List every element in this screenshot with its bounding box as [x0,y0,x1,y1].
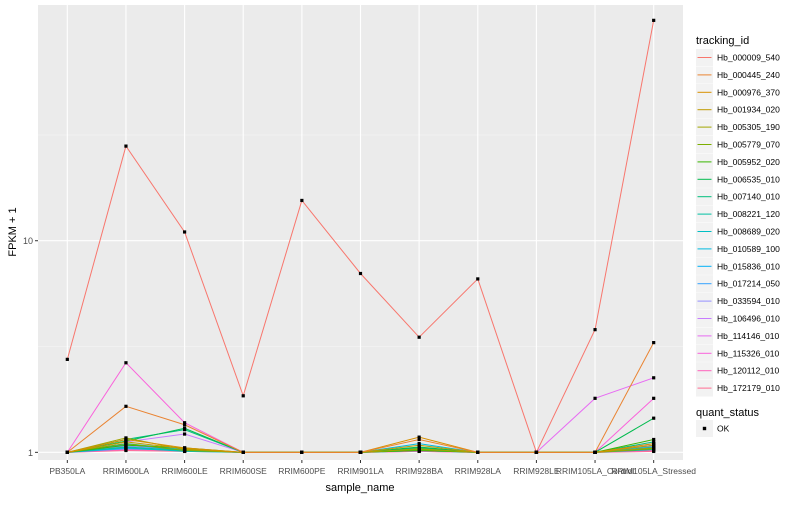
data-point [652,441,656,446]
legend-label: Hb_017214_050 [717,279,780,289]
shape-legend-title: quant_status [696,407,759,419]
legend-label: Hb_007140_010 [717,192,780,202]
data-point [417,435,421,439]
data-point [182,230,187,234]
data-point [593,396,597,400]
legend-label: Hb_033594_010 [717,296,780,306]
data-point [182,432,187,436]
x-tick-label: RRIM105LA_Stressed [611,466,696,476]
legend-label: Hb_006535_010 [717,174,780,184]
data-point [124,361,128,365]
legend-label: Hb_172179_010 [717,383,780,393]
legend-label: Hb_115326_010 [717,348,780,358]
x-tick-label: RRIM928LE [513,466,560,476]
x-tick-label: RRIM600LA [103,466,150,476]
data-point [652,447,656,451]
legend-label: Hb_005952_020 [717,157,780,167]
data-point [124,144,128,148]
data-point [241,450,245,454]
x-tick-label: RRIM600LE [161,466,208,476]
x-axis: PB350LA RRIM600LA RRIM600LE RRIM600SE RRIM60… [49,460,696,476]
legend-label: Hb_005779_070 [717,140,780,150]
legend-label: Hb_008221_120 [717,209,780,219]
data-point [358,271,363,276]
legend-title: tracking_id [696,35,749,47]
legend-label: Hb_001934_020 [717,105,780,115]
x-tick-label: PB350LA [49,466,85,476]
data-point [476,277,480,281]
y-tick-label: 1 [28,448,33,458]
x-tick-label: RRIM105LA_Control [556,466,635,476]
data-point [593,328,597,332]
data-point [417,437,421,442]
legend-label: Hb_106496_010 [717,314,780,324]
data-point [124,404,128,408]
shape-legend-marker [702,426,707,431]
y-axis: 1 10 [23,236,38,458]
x-tick-label: RRIM928BA [396,466,444,476]
legend-label: Hb_120112_010 [717,366,780,376]
legend-label: Hb_114146_010 [717,331,780,341]
data-point [652,376,656,380]
data-point [476,450,480,454]
y-tick-label: 10 [23,236,33,246]
data-point [182,446,187,450]
legend: tracking_id Hb_000009_540 Hb_000445_240 Hb… [696,35,780,397]
x-tick-label: RRIM600SE [220,466,268,476]
data-point [124,442,128,447]
y-axis-title: FPKM + 1 [7,207,19,256]
x-axis-title: sample_name [325,482,394,494]
data-point [65,357,69,361]
x-tick-label: RRIM928LA [455,466,502,476]
data-point [124,446,128,450]
legend-label: Hb_015836_010 [717,261,780,271]
data-point [652,444,656,448]
legend-label: Hb_000445_240 [717,70,780,80]
legend-label: Hb_000976_370 [717,87,780,97]
data-point [182,423,187,427]
data-point [652,437,656,442]
data-point [652,449,656,454]
data-point [124,444,128,448]
data-point [534,450,539,454]
data-point [652,416,656,420]
data-point [124,437,128,442]
data-point [124,440,128,444]
data-point [652,18,656,22]
data-point [652,341,656,345]
data-point [593,450,597,454]
legend-label: Hb_008689_020 [717,227,780,237]
data-point [358,450,363,454]
shape-legend: quant_status OK [696,407,759,437]
data-point [182,428,187,432]
data-point [300,198,304,203]
data-point [300,450,304,454]
x-tick-label: RRIM901LA [337,466,384,476]
shape-legend-label: OK [717,424,730,434]
x-tick-label: RRIM600PE [278,466,326,476]
data-point [417,449,421,454]
data-point [417,335,421,339]
data-point [65,450,69,454]
data-point [652,440,656,444]
data-point [241,394,245,398]
data-point [182,449,187,454]
data-point [124,448,128,453]
data-point [417,441,421,446]
legend-label: Hb_000009_540 [717,53,780,63]
data-point [182,421,187,425]
legend-label: Hb_005305_190 [717,122,780,132]
data-points [65,18,656,454]
data-point [417,443,421,447]
data-point [652,396,656,400]
legend-label: Hb_010589_100 [717,244,780,254]
